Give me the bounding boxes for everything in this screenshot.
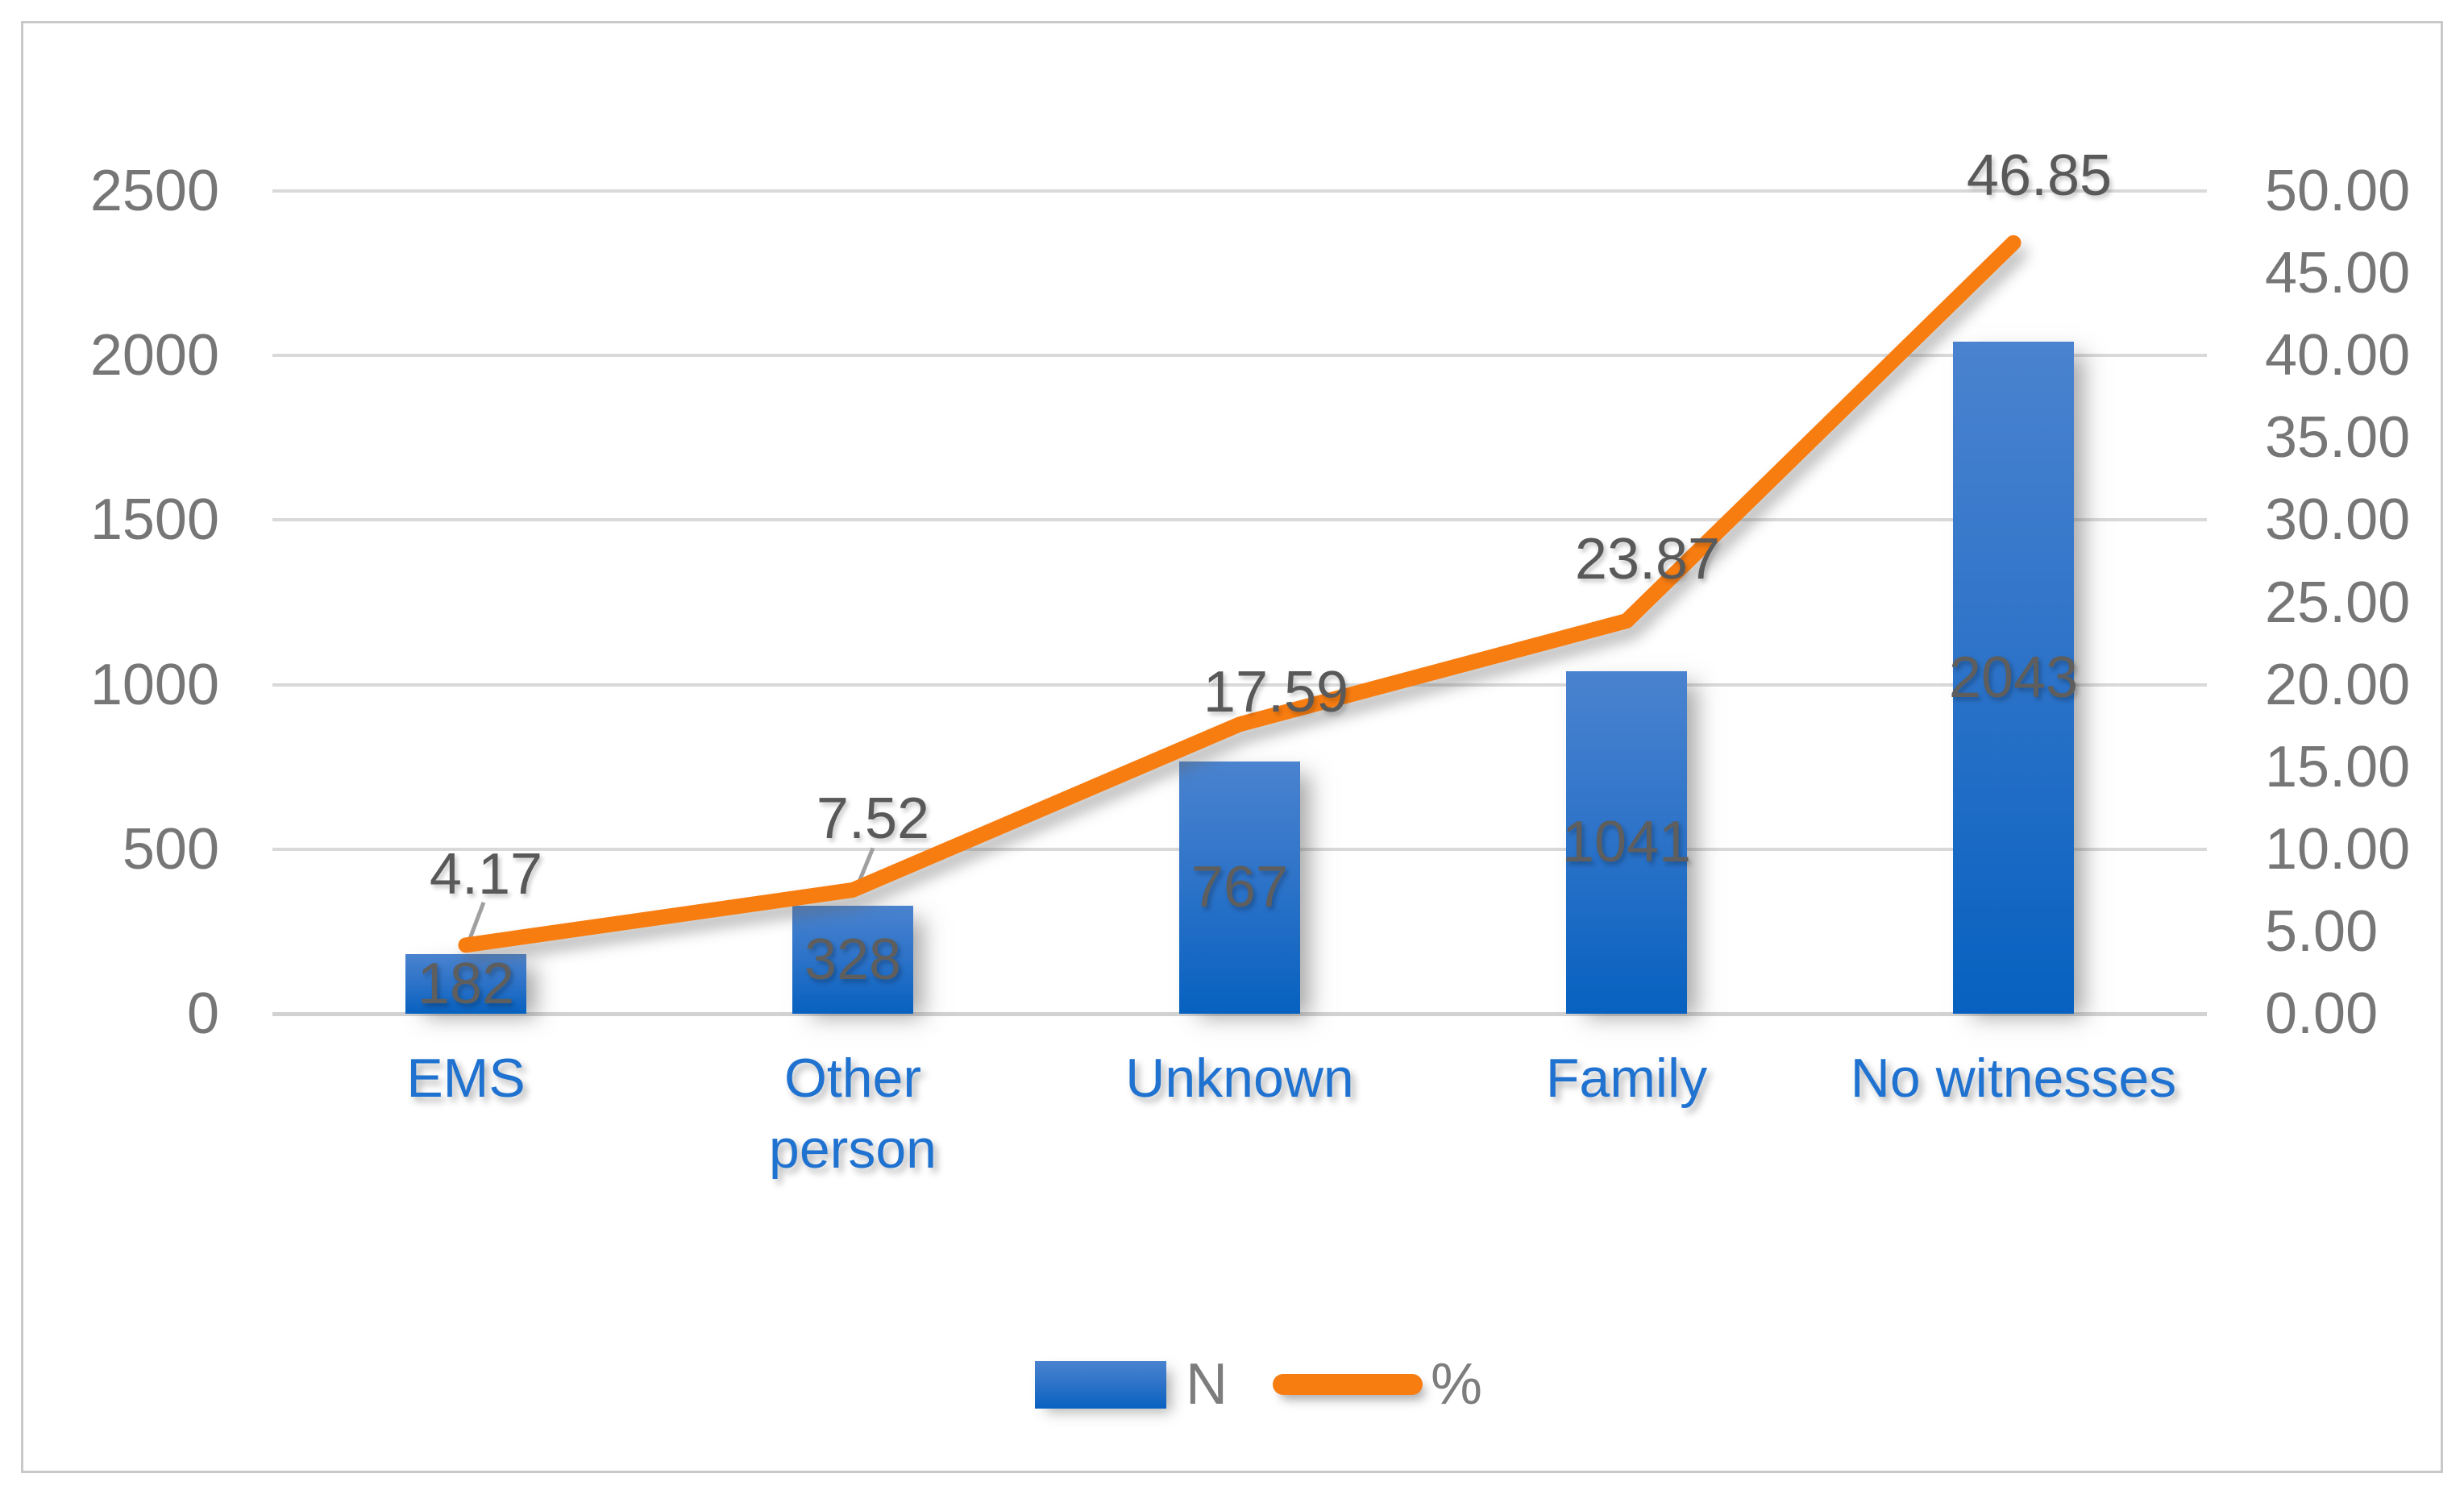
left-axis-tick-label: 1000: [89, 652, 219, 717]
bar-ems: [405, 953, 526, 1014]
bar-unknown: [1179, 761, 1300, 1014]
left-axis-tick-label: 2500: [89, 159, 219, 223]
right-axis-tick-label: 45.00: [2265, 241, 2411, 306]
gridline: [272, 518, 2207, 522]
category-label-unknown: Unknown: [1046, 1043, 1433, 1114]
percent-value-label: 17.59: [1203, 659, 1349, 724]
right-axis-tick-label: 20.00: [2265, 652, 2411, 717]
percent-value-label: 46.85: [1966, 143, 2113, 209]
category-label-family: Family: [1433, 1043, 1820, 1114]
left-axis-tick-label: 1500: [89, 488, 219, 553]
plot-area: 182 328 767 1041 2043: [272, 189, 2207, 1016]
legend-bar-swatch-icon: [1035, 1360, 1166, 1409]
right-axis-tick-label: 0.00: [2265, 981, 2379, 1046]
right-axis-tick-label: 50.00: [2265, 159, 2411, 223]
category-label-text: Unknown: [1125, 1048, 1354, 1109]
percent-value-label: 23.87: [1574, 526, 1721, 591]
legend-label-n: N: [1186, 1352, 1228, 1417]
legend-line-swatch-icon: [1273, 1374, 1423, 1395]
left-axis-tick-label: 2000: [89, 323, 219, 388]
x-axis-line: [272, 1012, 2207, 1016]
right-axis-tick-label: 5.00: [2265, 898, 2379, 964]
category-label-text: EMS: [406, 1048, 526, 1109]
right-axis-tick-label: 25.00: [2265, 570, 2411, 635]
bar-value-label: 182: [417, 951, 515, 1016]
bar-no-witnesses: [1953, 341, 2074, 1014]
percent-series-line: [458, 234, 2021, 953]
gridline: [272, 189, 2207, 193]
percent-line-layer: [458, 234, 2021, 953]
bar-family: [1566, 670, 1687, 1014]
category-label-no-witnesses: No witnesses: [1820, 1043, 2207, 1114]
gridline: [272, 354, 2207, 358]
right-axis-tick-label: 30.00: [2265, 488, 2411, 553]
bar-value-label: 2043: [1948, 645, 2079, 710]
category-label-text: No witnesses: [1850, 1048, 2177, 1109]
right-axis-tick-label: 35.00: [2265, 405, 2411, 471]
bar-value-label: 328: [804, 928, 902, 993]
gridline: [272, 683, 2207, 687]
bar-value-label: 767: [1190, 855, 1289, 920]
category-label-text: Family: [1545, 1048, 1708, 1109]
legend: N %: [1035, 1352, 1482, 1417]
left-axis-tick-label: 500: [122, 816, 219, 882]
left-axis-tick-label: 0: [186, 981, 219, 1046]
bar-other-person: [792, 906, 913, 1014]
right-axis-tick-label: 40.00: [2265, 323, 2411, 388]
percent-value-label: 7.52: [816, 786, 930, 852]
percent-value-label: 4.17: [429, 841, 543, 907]
legend-label-pct: %: [1431, 1352, 1483, 1417]
right-axis-tick-label: 15.00: [2265, 734, 2411, 799]
right-axis-tick-label: 10.00: [2265, 816, 2411, 882]
category-label-ems: EMS: [272, 1043, 659, 1114]
category-label-other-person: Other person: [659, 1043, 1046, 1185]
bar-value-label: 1041: [1561, 810, 1692, 875]
category-label-text: Other person: [769, 1048, 937, 1180]
